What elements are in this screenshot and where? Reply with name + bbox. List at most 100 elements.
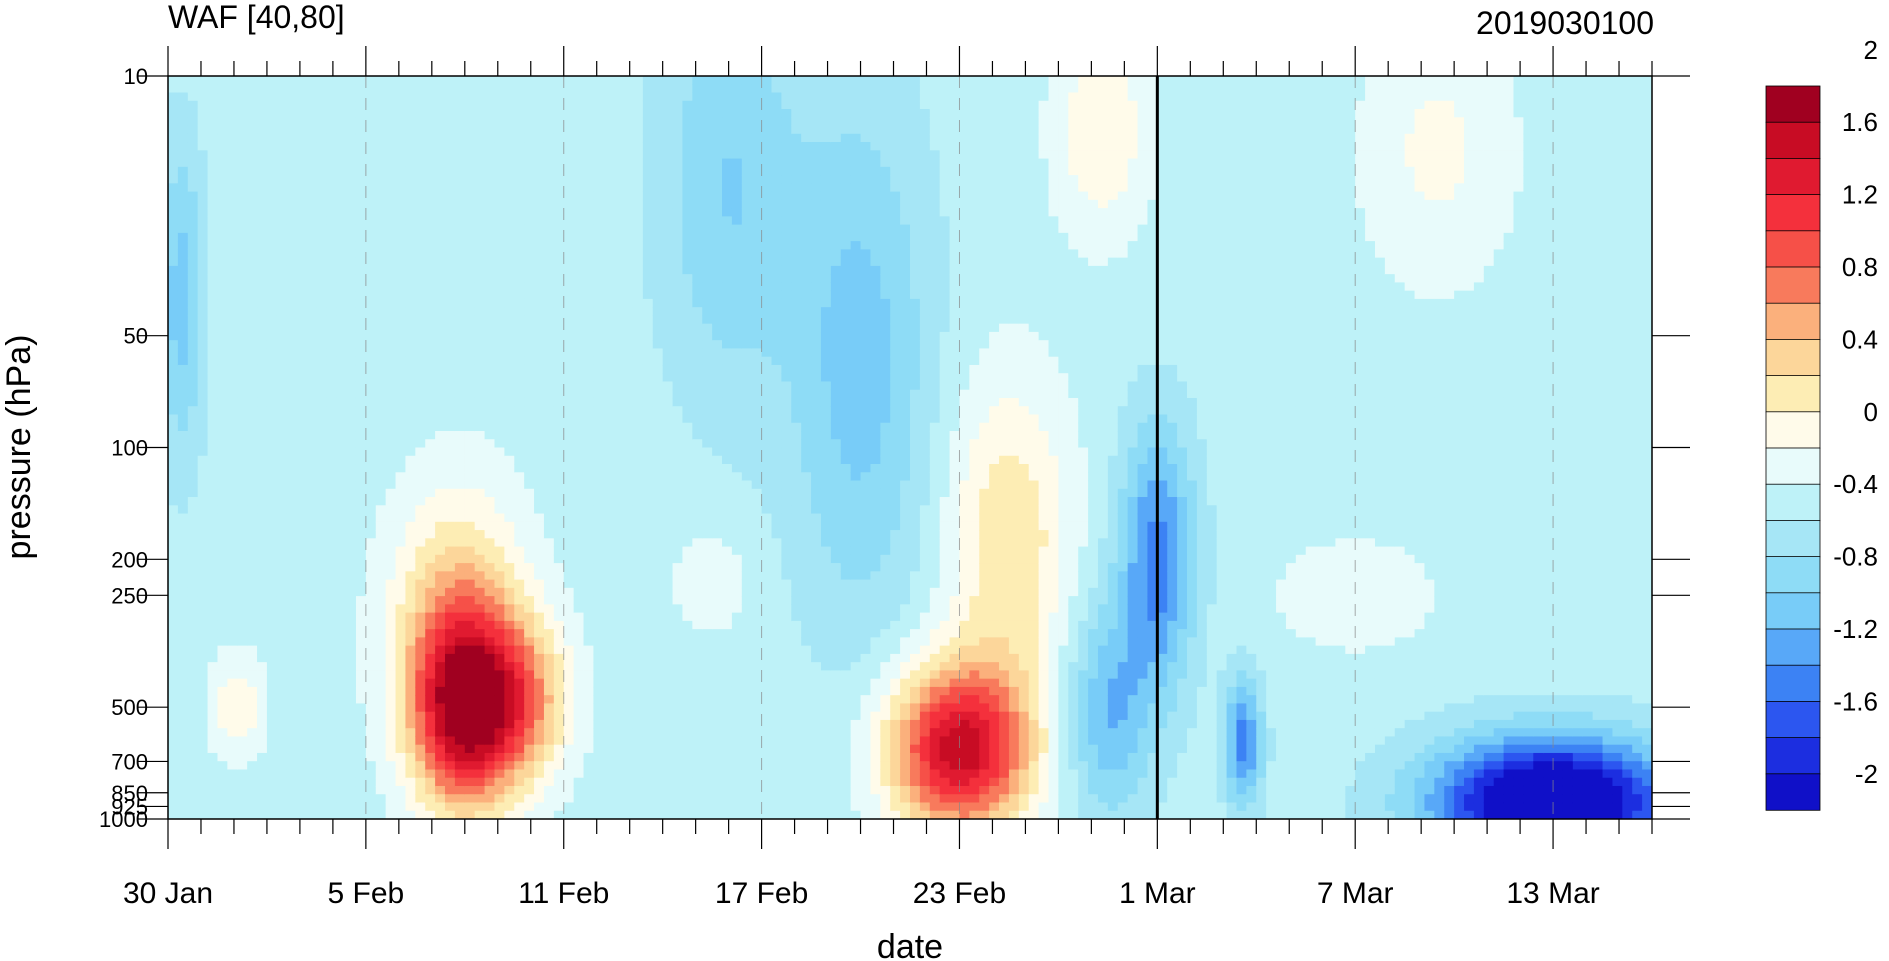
field-cell <box>593 364 604 374</box>
field-cell <box>504 571 515 581</box>
field-cell <box>217 785 228 795</box>
field-cell <box>217 282 228 292</box>
field-cell <box>464 298 476 308</box>
field-cell <box>395 579 407 589</box>
field-cell <box>702 794 713 804</box>
field-cell <box>652 620 664 630</box>
field-cell <box>514 76 525 85</box>
field-cell <box>652 340 664 350</box>
field-cell <box>385 290 397 300</box>
field-cell <box>445 497 456 506</box>
field-cell <box>662 166 674 176</box>
field-cell <box>276 563 288 572</box>
field-cell <box>623 711 634 721</box>
field-cell <box>237 777 248 787</box>
field-cell <box>652 521 664 531</box>
field-cell <box>642 447 654 457</box>
field-cell <box>454 563 466 572</box>
field-cell <box>613 100 624 110</box>
field-cell <box>504 455 515 465</box>
field-cell <box>375 488 387 498</box>
field-cell <box>247 785 258 795</box>
field-cell <box>247 538 258 548</box>
field-cell <box>237 315 248 325</box>
field-cell <box>672 464 684 473</box>
field-cell <box>296 761 308 771</box>
field-cell <box>336 364 347 374</box>
field-cell <box>593 241 604 250</box>
field-cell <box>237 414 248 424</box>
field-cell <box>168 596 179 605</box>
field-cell <box>266 191 278 201</box>
field-cell <box>514 257 525 267</box>
field-cell <box>623 175 634 184</box>
field-cell <box>286 678 298 688</box>
field-cell <box>177 587 189 597</box>
field-cell <box>326 348 337 358</box>
field-cell <box>553 505 565 515</box>
field-cell <box>276 199 288 209</box>
field-cell <box>237 645 248 655</box>
field-cell <box>712 191 723 201</box>
field-cell <box>227 703 238 713</box>
field-cell <box>306 711 317 721</box>
field-cell <box>504 397 515 407</box>
field-cell <box>563 364 575 374</box>
field-cell <box>553 653 565 663</box>
field-cell <box>296 538 308 548</box>
field-cell <box>514 563 525 572</box>
field-cell <box>395 265 407 275</box>
field-cell <box>692 191 703 201</box>
field-cell <box>712 373 723 383</box>
field-cell <box>385 76 397 85</box>
field-cell <box>296 166 308 176</box>
field-cell <box>435 224 446 234</box>
field-cell <box>365 92 377 102</box>
field-cell <box>534 265 545 275</box>
field-cell <box>306 257 317 267</box>
field-cell <box>365 125 377 135</box>
field-cell <box>385 422 397 432</box>
field-cell <box>237 794 248 804</box>
field-cell <box>702 785 713 795</box>
field-cell <box>543 703 555 713</box>
field-cell <box>257 653 268 663</box>
field-cell <box>336 397 347 407</box>
field-cell <box>464 777 476 787</box>
field-cell <box>227 719 238 729</box>
field-cell <box>415 183 426 193</box>
field-cell <box>385 455 397 465</box>
field-cell <box>207 323 219 333</box>
field-cell <box>583 307 595 317</box>
field-cell <box>326 472 337 482</box>
field-cell <box>286 76 298 85</box>
field-cell <box>484 142 496 151</box>
field-cell <box>613 645 624 655</box>
field-cell <box>652 794 664 804</box>
field-cell <box>484 455 496 465</box>
field-cell <box>316 307 327 317</box>
field-cell <box>257 142 268 151</box>
field-cell <box>415 356 426 366</box>
field-cell <box>355 728 367 738</box>
field-cell <box>603 389 614 399</box>
field-cell <box>484 530 496 539</box>
field-cell <box>276 307 288 317</box>
field-cell <box>346 183 357 193</box>
field-cell <box>563 241 575 250</box>
field-cell <box>553 695 565 705</box>
field-cell <box>365 488 377 498</box>
field-cell <box>177 472 189 482</box>
field-cell <box>346 761 357 771</box>
field-cell <box>266 356 278 366</box>
field-cell <box>177 521 189 531</box>
field-cell <box>632 249 644 259</box>
field-cell <box>573 521 585 531</box>
field-cell <box>276 810 288 819</box>
field-cell <box>247 389 258 399</box>
field-cell <box>583 579 595 589</box>
field-cell <box>573 315 585 325</box>
field-cell <box>395 340 407 350</box>
field-cell <box>425 554 436 564</box>
field-cell <box>355 538 367 548</box>
